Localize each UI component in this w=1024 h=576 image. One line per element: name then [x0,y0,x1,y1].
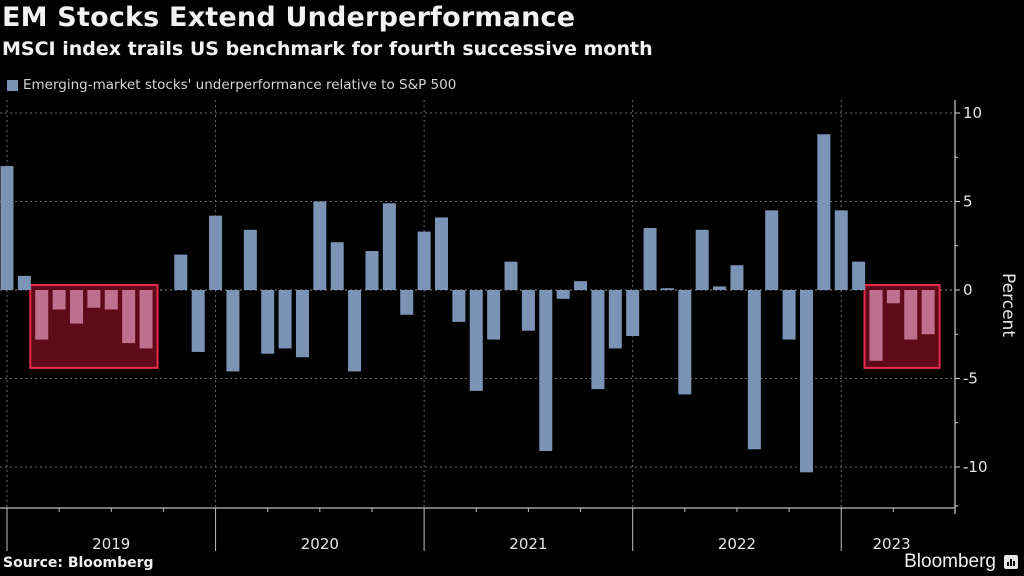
bar [765,210,779,290]
bar [869,290,883,361]
bar [730,265,744,290]
bar [191,290,205,352]
bar [504,261,518,290]
chart-title: EM Stocks Extend Underperformance [2,2,576,33]
year-label: 2019 [92,535,130,553]
bar [556,290,570,299]
bar [122,290,136,344]
bar [139,290,153,349]
legend-label: Emerging-market stocks' underperformance… [23,77,457,93]
bar [852,261,866,290]
bar [174,254,188,290]
y-tick-label: -5 [963,370,978,388]
bar [660,288,674,290]
bar [435,217,448,290]
bar [35,290,49,340]
bar [261,290,275,354]
bar [834,210,848,290]
bar [243,229,257,290]
bar [295,290,309,358]
bar [626,290,640,337]
bar [417,231,431,290]
bar [469,290,483,391]
bar [643,228,657,290]
bar [591,290,605,390]
bar [400,290,414,315]
highlight-boxes [29,284,941,369]
bar [0,166,14,290]
year-label: 2023 [873,535,911,553]
bar [539,290,553,452]
bar [104,290,118,310]
y-axis: 10 5 0 -5 -10 [954,100,988,514]
bar [747,290,761,450]
bars [0,134,935,473]
bar [365,251,379,290]
bar [782,290,796,340]
year-label: 2022 [718,535,756,553]
source-note: Source: Bloomberg [3,555,154,571]
bar [382,203,396,290]
bar [87,290,101,308]
bar [487,290,501,340]
y-tick-label: 0 [963,281,973,299]
bar [921,290,935,335]
bar [17,275,31,290]
bar [817,134,831,290]
bar [52,290,66,310]
year-label: 2021 [509,535,547,553]
legend-swatch [7,79,18,91]
y-tick-label: 10 [963,104,982,122]
bloomberg-logo: Bloomberg [904,551,1018,573]
bar [70,290,84,324]
x-axis: 2019 2020 2021 2022 2023 [0,507,955,553]
bar [713,286,727,290]
bar [574,281,588,290]
bar [452,290,466,322]
bar [886,290,900,304]
bar [330,242,344,290]
legend: Emerging-market stocks' underperformance… [7,77,456,93]
brand-name: Bloomberg [904,551,996,572]
bar [278,290,292,349]
bar [695,229,709,290]
bar [608,290,622,349]
y-axis-label: Percent [998,273,1018,337]
bar [226,290,240,372]
chart-subtitle: MSCI index trails US benchmark for fourt… [2,38,653,60]
bar [313,201,327,290]
bar [209,215,223,290]
bar [799,290,813,473]
y-tick-label: -10 [963,458,988,476]
y-tick-label: 5 [963,193,973,211]
bar [521,290,535,331]
bar [678,290,692,395]
gridlines [0,100,955,508]
bar [904,290,918,340]
bar [348,290,362,372]
bloomberg-chart-icon [1004,555,1018,569]
year-label: 2020 [301,535,339,553]
